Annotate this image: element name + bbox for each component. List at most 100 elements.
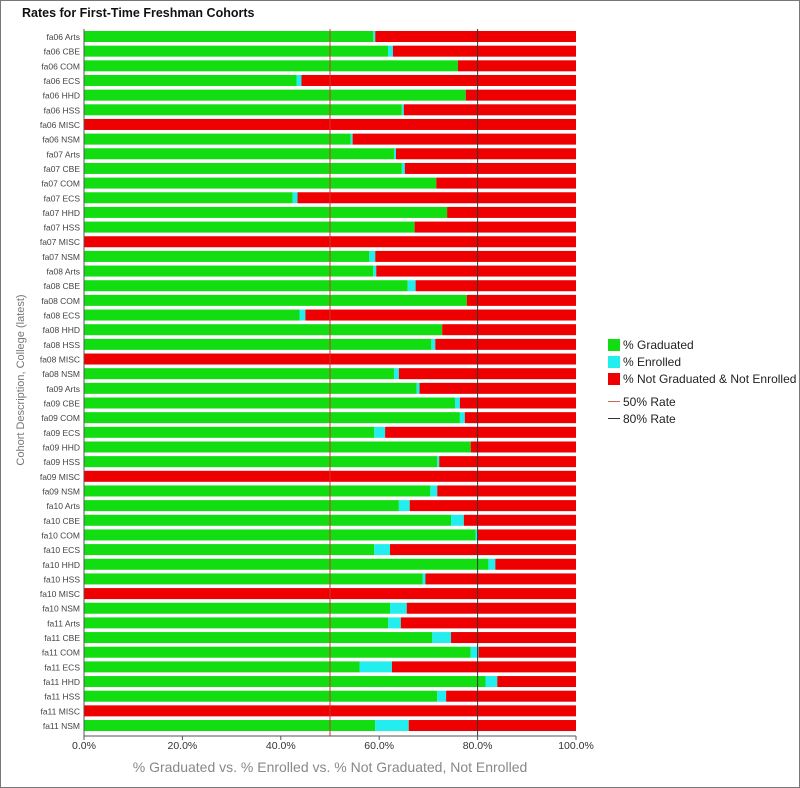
bar-fa07-cbe-enrolled[interactable] xyxy=(401,162,405,174)
bar-fa07-arts-enrolled[interactable] xyxy=(393,148,396,160)
bar-fa09-hss-not-graduated[interactable] xyxy=(439,456,576,468)
bar-fa06-nsm-enrolled[interactable] xyxy=(350,133,353,145)
bar-fa07-arts-not-graduated[interactable] xyxy=(395,148,576,160)
bar-fa06-com-not-graduated[interactable] xyxy=(457,60,576,72)
bar-fa10-com-not-graduated[interactable] xyxy=(477,529,576,541)
bar-fa08-nsm-enrolled[interactable] xyxy=(393,368,399,380)
bar-fa06-nsm-not-graduated[interactable] xyxy=(352,133,576,145)
bar-fa10-ecs-graduated[interactable] xyxy=(84,544,375,556)
bar-fa07-hss-not-graduated[interactable] xyxy=(414,221,576,233)
bar-fa06-nsm-graduated[interactable] xyxy=(84,133,351,145)
bar-fa06-ecs-enrolled[interactable] xyxy=(296,74,302,86)
bar-fa07-hhd-graduated[interactable] xyxy=(84,206,448,218)
bar-fa08-hhd-graduated[interactable] xyxy=(84,324,443,336)
bar-fa07-ecs-enrolled[interactable] xyxy=(292,192,298,204)
bar-fa10-ecs-not-graduated[interactable] xyxy=(390,544,576,556)
bar-fa06-com-graduated[interactable] xyxy=(84,60,458,72)
bar-fa08-cbe-enrolled[interactable] xyxy=(407,280,416,292)
bar-fa07-nsm-enrolled[interactable] xyxy=(369,250,376,262)
bar-fa06-cbe-enrolled[interactable] xyxy=(388,45,393,57)
bar-fa11-arts-graduated[interactable] xyxy=(84,617,389,629)
bar-fa08-nsm-not-graduated[interactable] xyxy=(398,368,576,380)
bar-fa10-com-enrolled[interactable] xyxy=(475,529,478,541)
bar-fa11-hss-enrolled[interactable] xyxy=(437,690,447,702)
bar-fa10-com-graduated[interactable] xyxy=(84,529,476,541)
bar-fa11-hss-not-graduated[interactable] xyxy=(446,690,576,702)
bar-fa10-hss-graduated[interactable] xyxy=(84,573,423,585)
bar-fa09-ecs-not-graduated[interactable] xyxy=(385,426,576,438)
bar-fa07-ecs-graduated[interactable] xyxy=(84,192,293,204)
bar-fa07-cbe-not-graduated[interactable] xyxy=(404,162,576,174)
bar-fa06-ecs-not-graduated[interactable] xyxy=(301,74,576,86)
bar-fa06-arts-graduated[interactable] xyxy=(84,31,374,42)
bar-fa09-com-not-graduated[interactable] xyxy=(464,412,576,424)
legend-item-enrolled[interactable]: % Enrolled xyxy=(608,353,796,370)
bar-fa07-nsm-not-graduated[interactable] xyxy=(375,250,576,262)
bar-fa06-arts-not-graduated[interactable] xyxy=(375,31,576,42)
bar-fa11-cbe-not-graduated[interactable] xyxy=(451,632,576,644)
bar-fa10-cbe-graduated[interactable] xyxy=(84,514,452,526)
bar-fa11-hss-graduated[interactable] xyxy=(84,690,438,702)
bar-fa09-cbe-not-graduated[interactable] xyxy=(459,397,576,409)
bar-fa07-hss-graduated[interactable] xyxy=(84,221,415,233)
bar-fa08-cbe-graduated[interactable] xyxy=(84,280,408,292)
bar-fa10-nsm-not-graduated[interactable] xyxy=(406,602,576,614)
bar-fa08-nsm-graduated[interactable] xyxy=(84,368,394,380)
bar-fa09-com-enrolled[interactable] xyxy=(459,412,465,424)
bar-fa07-com-not-graduated[interactable] xyxy=(436,177,576,189)
bar-fa06-hss-enrolled[interactable] xyxy=(401,104,404,116)
bar-fa11-hhd-enrolled[interactable] xyxy=(485,676,498,688)
bar-fa10-hhd-graduated[interactable] xyxy=(84,558,489,570)
bar-fa06-hhd-graduated[interactable] xyxy=(84,89,466,101)
bar-fa11-ecs-graduated[interactable] xyxy=(84,661,360,673)
bar-fa08-com-graduated[interactable] xyxy=(84,294,467,306)
bar-fa10-arts-enrolled[interactable] xyxy=(398,500,410,512)
bar-fa09-hss-enrolled[interactable] xyxy=(437,456,440,468)
bar-fa11-nsm-graduated[interactable] xyxy=(84,720,376,732)
legend-item-50-rate[interactable]: 50% Rate xyxy=(608,393,796,410)
bar-fa06-arts-enrolled[interactable] xyxy=(373,31,376,42)
bar-fa10-hhd-not-graduated[interactable] xyxy=(495,558,576,570)
bar-fa08-hhd-not-graduated[interactable] xyxy=(442,324,576,336)
bar-fa11-arts-enrolled[interactable] xyxy=(388,617,401,629)
bar-fa08-arts-enrolled[interactable] xyxy=(373,265,377,277)
bar-fa09-hss-graduated[interactable] xyxy=(84,456,438,468)
bar-fa09-arts-not-graduated[interactable] xyxy=(419,382,576,394)
bar-fa11-com-enrolled[interactable] xyxy=(470,646,479,658)
bar-fa10-arts-not-graduated[interactable] xyxy=(409,500,576,512)
bar-fa11-com-not-graduated[interactable] xyxy=(478,646,576,658)
bar-fa11-ecs-enrolled[interactable] xyxy=(359,661,392,673)
bar-fa08-hss-enrolled[interactable] xyxy=(431,338,436,350)
bar-fa09-ecs-graduated[interactable] xyxy=(84,426,375,438)
bar-fa09-cbe-graduated[interactable] xyxy=(84,397,455,409)
bar-fa11-cbe-graduated[interactable] xyxy=(84,632,433,644)
bar-fa08-ecs-enrolled[interactable] xyxy=(299,309,306,321)
bar-fa08-arts-not-graduated[interactable] xyxy=(376,265,576,277)
bar-fa06-hss-not-graduated[interactable] xyxy=(403,104,576,116)
bar-fa09-cbe-enrolled[interactable] xyxy=(454,397,460,409)
bar-fa10-nsm-enrolled[interactable] xyxy=(390,602,407,614)
bar-fa08-ecs-not-graduated[interactable] xyxy=(305,309,576,321)
bar-fa07-nsm-graduated[interactable] xyxy=(84,250,370,262)
legend-item-not-graduated[interactable]: % Not Graduated & Not Enrolled xyxy=(608,370,796,387)
bar-fa08-cbe-not-graduated[interactable] xyxy=(415,280,576,292)
bar-fa10-hss-enrolled[interactable] xyxy=(422,573,426,585)
bar-fa10-hss-not-graduated[interactable] xyxy=(425,573,576,585)
bar-fa07-hhd-not-graduated[interactable] xyxy=(447,206,576,218)
bar-fa09-nsm-not-graduated[interactable] xyxy=(437,485,576,497)
bar-fa09-hhd-graduated[interactable] xyxy=(84,441,471,453)
bar-fa08-ecs-graduated[interactable] xyxy=(84,309,300,321)
bar-fa10-cbe-not-graduated[interactable] xyxy=(463,514,576,526)
bar-fa11-com-graduated[interactable] xyxy=(84,646,471,658)
legend-item-80-rate[interactable]: 80% Rate xyxy=(608,410,796,427)
bar-fa06-ecs-graduated[interactable] xyxy=(84,74,297,86)
bar-fa09-nsm-graduated[interactable] xyxy=(84,485,431,497)
bar-fa11-cbe-enrolled[interactable] xyxy=(432,632,452,644)
bar-fa09-nsm-enrolled[interactable] xyxy=(430,485,438,497)
bar-fa10-cbe-enrolled[interactable] xyxy=(451,514,464,526)
bar-fa07-cbe-graduated[interactable] xyxy=(84,162,402,174)
bar-fa11-hhd-graduated[interactable] xyxy=(84,676,486,688)
bar-fa07-com-graduated[interactable] xyxy=(84,177,437,189)
bar-fa06-cbe-not-graduated[interactable] xyxy=(392,45,576,57)
bar-fa10-nsm-graduated[interactable] xyxy=(84,602,391,614)
